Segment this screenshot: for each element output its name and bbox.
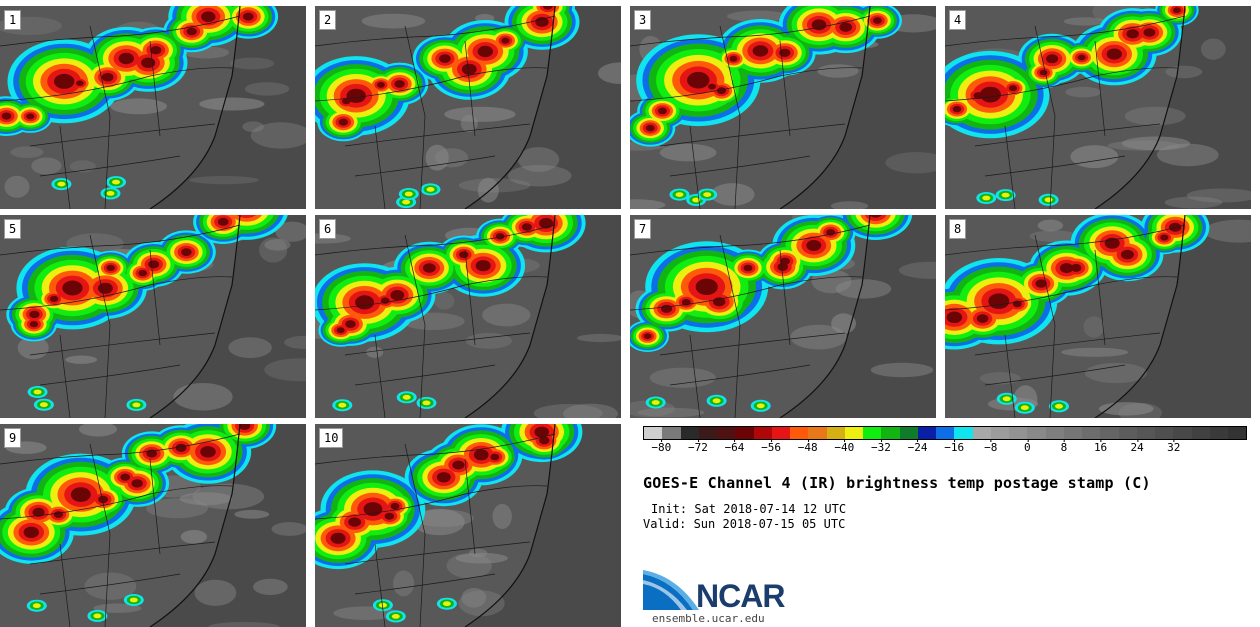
colorbar-tick-label: 32 bbox=[1167, 439, 1181, 454]
forecast-panel: 8 bbox=[945, 215, 1251, 418]
colorbar-swatch bbox=[717, 427, 736, 439]
forecast-panel: 4 bbox=[945, 6, 1251, 209]
forecast-panel: 2 bbox=[315, 6, 621, 209]
valid-time: Valid: Sun 2018-07-15 05 UTC bbox=[643, 517, 846, 531]
colorbar-swatch bbox=[790, 427, 809, 439]
panel-number: 10 bbox=[319, 428, 344, 448]
colorbar-tick-label: −56 bbox=[761, 439, 782, 454]
plot-title: GOES-E Channel 4 (IR) brightness temp po… bbox=[643, 474, 1151, 492]
panel-number: 1 bbox=[4, 10, 22, 30]
colorbar-swatch bbox=[1173, 427, 1192, 439]
panel-number: 6 bbox=[319, 219, 337, 239]
colorbar-swatch bbox=[1027, 427, 1046, 439]
colorbar-swatch bbox=[917, 427, 936, 439]
colorbar bbox=[643, 426, 1247, 440]
colorbar-swatch bbox=[863, 427, 882, 439]
forecast-panel: 7 bbox=[630, 215, 936, 418]
forecast-panel: 10 bbox=[315, 424, 621, 627]
ncar-logo-icon bbox=[643, 570, 699, 610]
colorbar-swatch bbox=[662, 427, 681, 439]
panel-number: 5 bbox=[4, 219, 22, 239]
forecast-panel: 6 bbox=[315, 215, 621, 418]
colorbar-tick-label: −32 bbox=[871, 439, 891, 454]
colorbar-tick-label: 24 bbox=[1130, 439, 1144, 454]
panel-number: 7 bbox=[634, 219, 652, 239]
colorbar-tick-label: −40 bbox=[834, 439, 855, 454]
panel-number: 2 bbox=[319, 10, 337, 30]
panel-number: 3 bbox=[634, 10, 652, 30]
colorbar-tick-label: −8 bbox=[984, 439, 998, 454]
colorbar-tick-label: −24 bbox=[907, 439, 928, 454]
colorbar-swatch bbox=[1082, 427, 1101, 439]
colorbar-swatch bbox=[844, 427, 863, 439]
colorbar-tick-label: −72 bbox=[687, 439, 708, 454]
colorbar-tick-label: −48 bbox=[797, 439, 818, 454]
colorbar-swatch bbox=[808, 427, 827, 439]
panel-number: 8 bbox=[949, 219, 967, 239]
forecast-panel: 3 bbox=[630, 6, 936, 209]
colorbar-swatch bbox=[1100, 427, 1119, 439]
colorbar-swatch bbox=[680, 427, 699, 439]
colorbar-swatch bbox=[1136, 427, 1155, 439]
colorbar-swatch bbox=[1191, 427, 1210, 439]
colorbar-swatch bbox=[826, 427, 845, 439]
colorbar-swatch bbox=[1063, 427, 1082, 439]
colorbar-swatch bbox=[1045, 427, 1064, 439]
colorbar-swatch bbox=[881, 427, 900, 439]
colorbar-tick-label: −80 bbox=[651, 439, 672, 454]
colorbar-tick-label: 16 bbox=[1093, 439, 1108, 454]
forecast-panel: 1 bbox=[0, 6, 306, 209]
colorbar-tick-label: 8 bbox=[1060, 439, 1068, 454]
colorbar-tick-label: 0 bbox=[1024, 439, 1031, 454]
colorbar-tick-label: −64 bbox=[724, 439, 745, 454]
colorbar-swatch bbox=[899, 427, 918, 439]
colorbar-swatch bbox=[936, 427, 955, 439]
ncar-logo-text: NCAR bbox=[696, 578, 785, 614]
colorbar-swatch bbox=[735, 427, 754, 439]
forecast-panel: 5 bbox=[0, 215, 306, 418]
colorbar-swatch bbox=[972, 427, 991, 439]
colorbar-ticks: −80 −72 −64 −56 −48 −40 −32 −24 −16 −8 0 8 16 24 32 bbox=[643, 439, 1247, 461]
forecast-panel: 9 bbox=[0, 424, 306, 627]
colorbar-swatch bbox=[1118, 427, 1137, 439]
panel-number: 9 bbox=[4, 428, 22, 448]
colorbar-swatch bbox=[1009, 427, 1028, 439]
colorbar-swatch bbox=[644, 427, 663, 439]
colorbar-swatch bbox=[1209, 427, 1228, 439]
init-time: Init: Sat 2018-07-14 12 UTC bbox=[651, 502, 847, 516]
colorbar-swatch bbox=[1155, 427, 1174, 439]
colorbar-swatch bbox=[771, 427, 790, 439]
colorbar-tick-label: −16 bbox=[944, 439, 965, 454]
panel-number: 4 bbox=[949, 10, 967, 30]
colorbar-swatch bbox=[753, 427, 772, 439]
colorbar-swatch bbox=[954, 427, 973, 439]
colorbar-swatch bbox=[698, 427, 717, 439]
colorbar-swatch bbox=[1228, 427, 1247, 439]
site-url[interactable]: ensemble.ucar.edu bbox=[652, 612, 765, 625]
colorbar-swatch bbox=[990, 427, 1009, 439]
